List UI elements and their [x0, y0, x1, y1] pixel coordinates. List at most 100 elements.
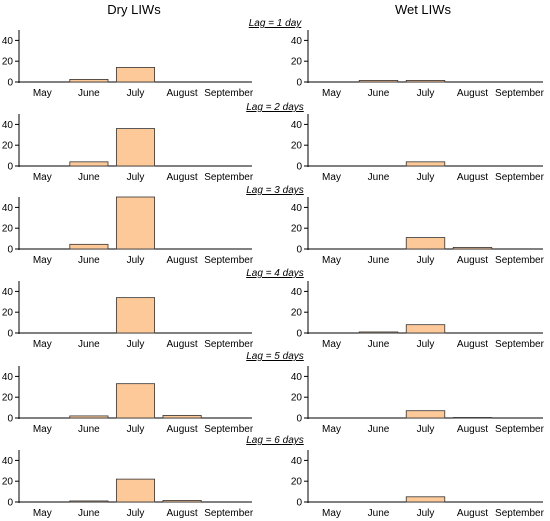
- chart-panel: 0 20 40 May June July August September: [2, 366, 254, 435]
- x-tick-label: June: [78, 508, 100, 519]
- x-tick-label: September: [495, 88, 545, 99]
- y-tick-label: 20: [291, 224, 303, 235]
- y-tick-label: 40: [291, 287, 303, 298]
- chart-panel: 0 20 40 May June July August September: [291, 281, 545, 350]
- x-tick-label: August: [457, 339, 488, 350]
- chart-panel: 0 20 40 May June July August September: [2, 114, 254, 183]
- bar: [162, 414, 202, 419]
- bar: [162, 500, 202, 503]
- chart-panel: 0 20 40 May June July August September: [291, 114, 545, 183]
- x-tick-label: June: [368, 424, 390, 435]
- lag-label-5: Lag = 5 days: [246, 351, 304, 362]
- x-tick-label: July: [127, 255, 145, 266]
- x-tick-label: September: [204, 424, 254, 435]
- y-tick-label: 20: [2, 477, 14, 488]
- x-tick-label: July: [127, 339, 145, 350]
- y-tick-label: 0: [7, 245, 13, 256]
- x-tick-label: July: [417, 508, 435, 519]
- x-tick-label: September: [495, 508, 545, 519]
- x-tick-label: September: [495, 172, 545, 183]
- y-tick-label: 0: [7, 329, 13, 340]
- x-tick-label: September: [204, 255, 254, 266]
- bar: [405, 161, 446, 167]
- x-tick-label: July: [127, 88, 145, 99]
- x-tick-label: August: [167, 339, 198, 350]
- x-tick-label: May: [33, 255, 52, 266]
- x-tick-label: May: [33, 508, 52, 519]
- bar: [69, 500, 109, 503]
- bar: [405, 324, 446, 334]
- y-tick-label: 40: [291, 456, 303, 467]
- x-tick-label: June: [368, 508, 390, 519]
- x-tick-label: May: [322, 255, 341, 266]
- x-tick-label: May: [322, 339, 341, 350]
- bar: [405, 410, 446, 419]
- x-tick-label: September: [204, 88, 254, 99]
- x-tick-label: July: [417, 424, 435, 435]
- x-tick-label: July: [417, 88, 435, 99]
- chart-panel: 0 20 40 May June July August September: [291, 366, 545, 435]
- x-tick-label: July: [417, 255, 435, 266]
- bar: [115, 196, 156, 250]
- x-tick-label: July: [417, 339, 435, 350]
- bar: [115, 383, 156, 419]
- x-tick-label: May: [322, 424, 341, 435]
- x-tick-label: August: [457, 424, 488, 435]
- y-tick-label: 20: [291, 393, 303, 404]
- x-tick-label: June: [78, 255, 100, 266]
- y-tick-label: 40: [291, 36, 303, 47]
- chart-panel: 0 20 40 May June July August September: [2, 450, 254, 519]
- panels-group: 0 20 40 May June July August September 0 20 40 May J…: [2, 30, 545, 519]
- x-tick-label: May: [33, 172, 52, 183]
- y-tick-label: 0: [296, 78, 302, 89]
- bar: [115, 67, 156, 83]
- y-tick-label: 20: [291, 308, 303, 319]
- x-tick-label: July: [127, 424, 145, 435]
- x-tick-label: August: [457, 88, 488, 99]
- x-tick-label: September: [495, 339, 545, 350]
- x-tick-label: May: [33, 424, 52, 435]
- left-column-title: Dry LIWs: [107, 2, 161, 17]
- bar: [405, 237, 446, 250]
- x-tick-label: September: [204, 339, 254, 350]
- y-tick-label: 0: [296, 245, 302, 256]
- bar: [69, 415, 109, 419]
- x-tick-label: September: [495, 424, 545, 435]
- x-tick-label: August: [457, 255, 488, 266]
- y-tick-label: 0: [296, 329, 302, 340]
- y-tick-label: 20: [2, 141, 14, 152]
- x-tick-label: July: [127, 508, 145, 519]
- y-tick-label: 40: [2, 120, 14, 131]
- bar: [69, 79, 109, 83]
- chart-panel: 0 20 40 May June July August September: [2, 30, 254, 99]
- bar: [115, 297, 156, 334]
- y-tick-label: 40: [2, 372, 14, 383]
- y-tick-label: 40: [2, 36, 14, 47]
- chart-panel: 0 20 40 May June July August September: [291, 450, 545, 519]
- x-tick-label: September: [495, 255, 545, 266]
- lag-label-1: Lag = 1 day: [249, 18, 303, 29]
- y-tick-label: 40: [291, 203, 303, 214]
- bar: [115, 478, 156, 503]
- bar: [452, 417, 493, 419]
- y-tick-label: 0: [7, 78, 13, 89]
- y-tick-label: 20: [291, 141, 303, 152]
- y-tick-label: 20: [291, 477, 303, 488]
- x-tick-label: June: [78, 88, 100, 99]
- bar: [405, 80, 446, 83]
- chart-panel: 0 20 40 May June July August September: [291, 197, 545, 266]
- x-tick-label: June: [368, 339, 390, 350]
- y-tick-label: 0: [7, 414, 13, 425]
- y-tick-label: 0: [7, 498, 13, 509]
- y-tick-label: 20: [2, 393, 14, 404]
- x-tick-label: May: [33, 88, 52, 99]
- y-tick-label: 40: [291, 120, 303, 131]
- x-tick-label: September: [204, 172, 254, 183]
- x-tick-label: August: [167, 424, 198, 435]
- x-tick-label: August: [167, 172, 198, 183]
- y-tick-label: 20: [291, 57, 303, 68]
- x-tick-label: June: [368, 172, 390, 183]
- x-tick-label: July: [417, 172, 435, 183]
- y-tick-label: 0: [296, 414, 302, 425]
- bar: [358, 80, 399, 83]
